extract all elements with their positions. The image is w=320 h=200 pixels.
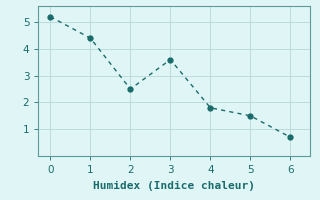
X-axis label: Humidex (Indice chaleur): Humidex (Indice chaleur)	[93, 181, 255, 191]
